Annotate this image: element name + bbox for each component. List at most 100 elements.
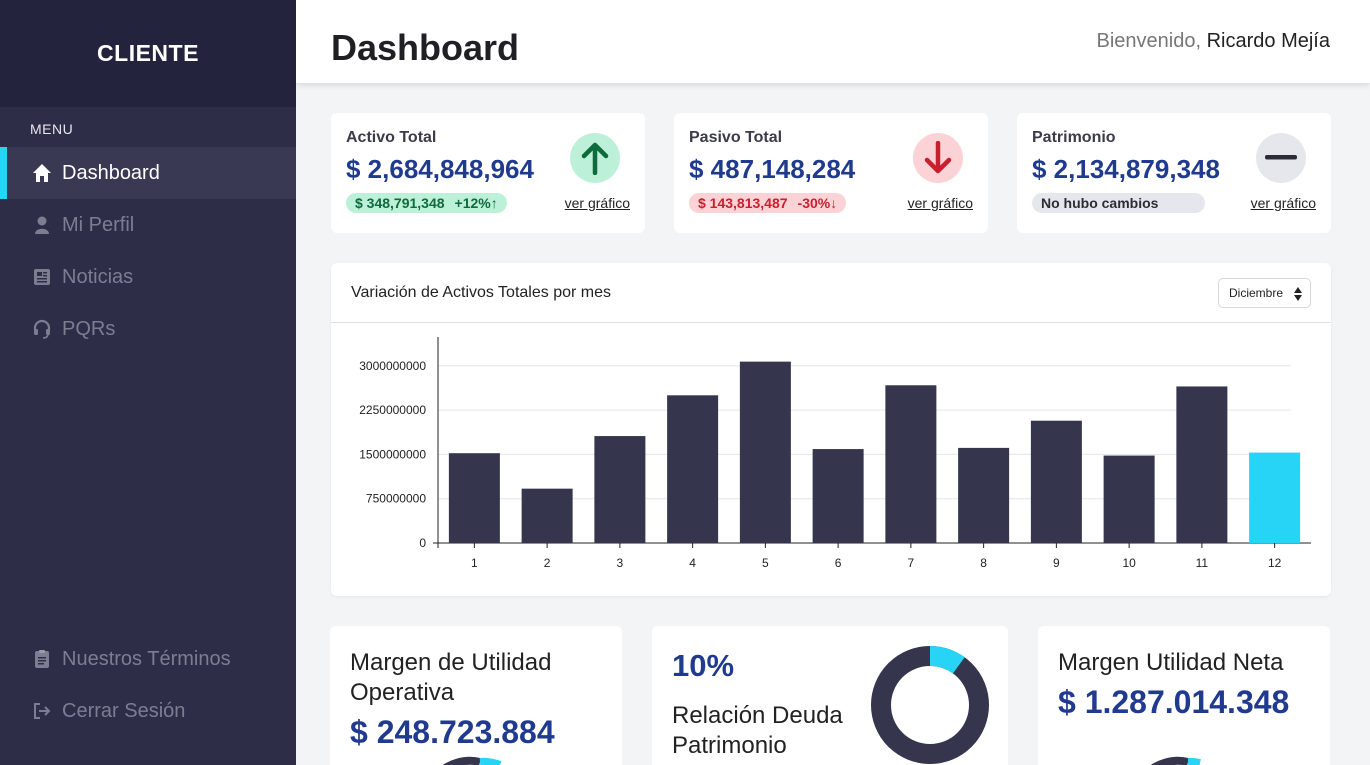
- menu-label: MENU: [30, 121, 74, 137]
- bar-mes-3[interactable]: [594, 436, 646, 543]
- sidebar-item-label: Noticias: [62, 265, 134, 288]
- kpi-title: Activo Total: [346, 129, 437, 146]
- bar-chart: 0 750000000 1500000000 2250000000 3000000000…: [359, 337, 1311, 570]
- y-tick-label: 2250000000: [359, 403, 426, 417]
- y-tick-label: 1500000000: [359, 447, 426, 461]
- sidebar-item-terminos[interactable]: Nuestros Términos: [0, 633, 296, 685]
- sidebar-item-dashboard[interactable]: Dashboard: [0, 147, 296, 199]
- donut-chart: [871, 646, 989, 764]
- sidebar-item-pqrs[interactable]: PQRs: [0, 303, 296, 355]
- bar-mes-11[interactable]: [1176, 386, 1228, 543]
- bar-mes-8[interactable]: [958, 447, 1010, 543]
- bar-mes-1[interactable]: [448, 453, 500, 543]
- kpi-change-badge: $ 348,791,348 +12%↑: [346, 193, 507, 213]
- user-name: Ricardo Mejía: [1206, 30, 1330, 52]
- sidebar-bottom-nav: Nuestros Términos Cerrar Sesión: [0, 633, 296, 737]
- welcome-message: Bienvenido, Ricardo Mejía: [1097, 30, 1330, 53]
- x-tick-label: 10: [1122, 556, 1136, 570]
- arrow-up-icon: [570, 133, 620, 183]
- kpi-value: $ 2,134,879,348: [1032, 154, 1220, 184]
- kpi-card-pasivo-total: Pasivo Total $ 487,148,284 $ 143,813,487…: [674, 113, 988, 233]
- sidebar-item-label: Nuestros Términos: [62, 647, 231, 670]
- month-select[interactable]: Diciembre: [1218, 278, 1311, 308]
- kpi-title: Pasivo Total: [689, 129, 783, 146]
- welcome-label: Bienvenido,: [1096, 30, 1202, 52]
- x-tick-label: 11: [1196, 556, 1209, 570]
- sidebar-item-label: Mi Perfil: [62, 213, 135, 236]
- headset-icon: [32, 319, 52, 339]
- month-select-value: Diciembre: [1229, 286, 1284, 300]
- donut-chart-partial: [1150, 756, 1201, 765]
- ver-grafico-link[interactable]: ver gráfico: [1250, 195, 1316, 211]
- ver-grafico-link[interactable]: ver gráfico: [907, 195, 973, 211]
- bar-mes-10[interactable]: [1103, 455, 1155, 543]
- x-tick-label: 7: [908, 556, 915, 570]
- kpi-change-percent: -30%↓: [797, 195, 838, 211]
- bar-mes-6[interactable]: [812, 449, 864, 543]
- kpi-change-amount: $ 143,813,487: [698, 195, 788, 211]
- x-tick-label: 1: [471, 556, 478, 570]
- card-relacion-deuda: 10% Relación Deuda Patrimonio: [652, 626, 1008, 765]
- newspaper-icon: [32, 267, 52, 287]
- x-tick-label: 4: [689, 556, 696, 570]
- kpi-card-activo-total: Activo Total $ 2,684,848,964 $ 348,791,3…: [331, 113, 645, 233]
- kpi-change-amount: $ 348,791,348: [355, 195, 445, 211]
- bar-mes-5[interactable]: [739, 361, 791, 543]
- kpi-change-amount: No hubo cambios: [1041, 195, 1159, 211]
- bar-mes-7[interactable]: [885, 385, 937, 543]
- logout-icon: [32, 701, 52, 721]
- card-percent: 10%: [672, 648, 735, 683]
- x-tick-label: 2: [544, 556, 551, 570]
- card-value: $ 1.287.014.348: [1058, 684, 1290, 720]
- donut-slice-deuda: [929, 646, 965, 674]
- x-tick-label: 6: [835, 556, 842, 570]
- x-tick-label: 9: [1053, 556, 1060, 570]
- home-icon: [32, 163, 52, 183]
- chart-title: Variación de Activos Totales por mes: [351, 284, 611, 301]
- sidebar-item-label: Cerrar Sesión: [62, 699, 186, 722]
- y-tick-label: 0: [419, 536, 426, 550]
- brand-logo: CLIENTE: [0, 0, 296, 107]
- x-tick-label: 12: [1268, 556, 1282, 570]
- bar-mes-4[interactable]: [667, 395, 719, 543]
- kpi-change-percent: +12%↑: [454, 195, 498, 211]
- card-title: Relación Deuda Patrimonio: [672, 702, 843, 759]
- kpi-value: $ 487,148,284: [689, 154, 856, 184]
- bar-mes-2[interactable]: [521, 488, 573, 543]
- top-header: Dashboard Bienvenido, Ricardo Mejía: [296, 0, 1370, 83]
- card-value: $ 248.723.884: [350, 714, 555, 750]
- kpi-value: $ 2,684,848,964: [346, 154, 534, 184]
- sidebar-item-mi-perfil[interactable]: Mi Perfil: [0, 199, 296, 251]
- y-tick-label: 750000000: [366, 492, 426, 506]
- arrow-down-icon: [913, 133, 963, 183]
- card-margen-neta: Margen Utilidad Neta $ 1.287.014.348: [1038, 626, 1330, 765]
- minus-icon: [1256, 133, 1306, 183]
- x-tick-label: 3: [617, 556, 624, 570]
- bar-mes-9[interactable]: [1030, 420, 1082, 543]
- x-tick-label: 5: [762, 556, 769, 570]
- sidebar-item-cerrar-sesion[interactable]: Cerrar Sesión: [0, 685, 296, 737]
- donut-chart-partial: [442, 756, 502, 765]
- kpi-change-badge: $ 143,813,487 -30%↓: [689, 193, 847, 213]
- chart-header: Variación de Activos Totales por mes Dic…: [331, 263, 1331, 323]
- sidebar-item-noticias[interactable]: Noticias: [0, 251, 296, 303]
- donut-slice-patrimonio: [871, 646, 989, 764]
- card-margen-operativa: Margen de Utilidad Operativa $ 248.723.8…: [330, 626, 622, 765]
- sidebar-item-label: Dashboard: [62, 161, 160, 184]
- kpi-title: Patrimonio: [1032, 129, 1116, 146]
- sidebar: CLIENTE MENU Dashboard Mi Perfil Noticia…: [0, 0, 296, 765]
- bar-mes-12[interactable]: [1249, 452, 1301, 543]
- kpi-card-patrimonio: Patrimonio $ 2,134,879,348 No hubo cambi…: [1017, 113, 1331, 233]
- user-icon: [32, 215, 52, 235]
- chart-card: Variación de Activos Totales por mes Dic…: [331, 263, 1331, 596]
- x-tick-label: 8: [980, 556, 987, 570]
- card-title: Margen Utilidad Neta: [1058, 649, 1284, 676]
- page-title: Dashboard: [331, 27, 520, 68]
- card-title: Margen de Utilidad Operativa: [350, 649, 552, 706]
- sidebar-item-label: PQRs: [62, 317, 116, 340]
- y-tick-label: 3000000000: [359, 359, 426, 373]
- kpi-change-badge: No hubo cambios: [1032, 193, 1205, 213]
- sort-icon: [1294, 287, 1302, 301]
- ver-grafico-link[interactable]: ver gráfico: [564, 195, 630, 211]
- document-icon: [32, 649, 52, 669]
